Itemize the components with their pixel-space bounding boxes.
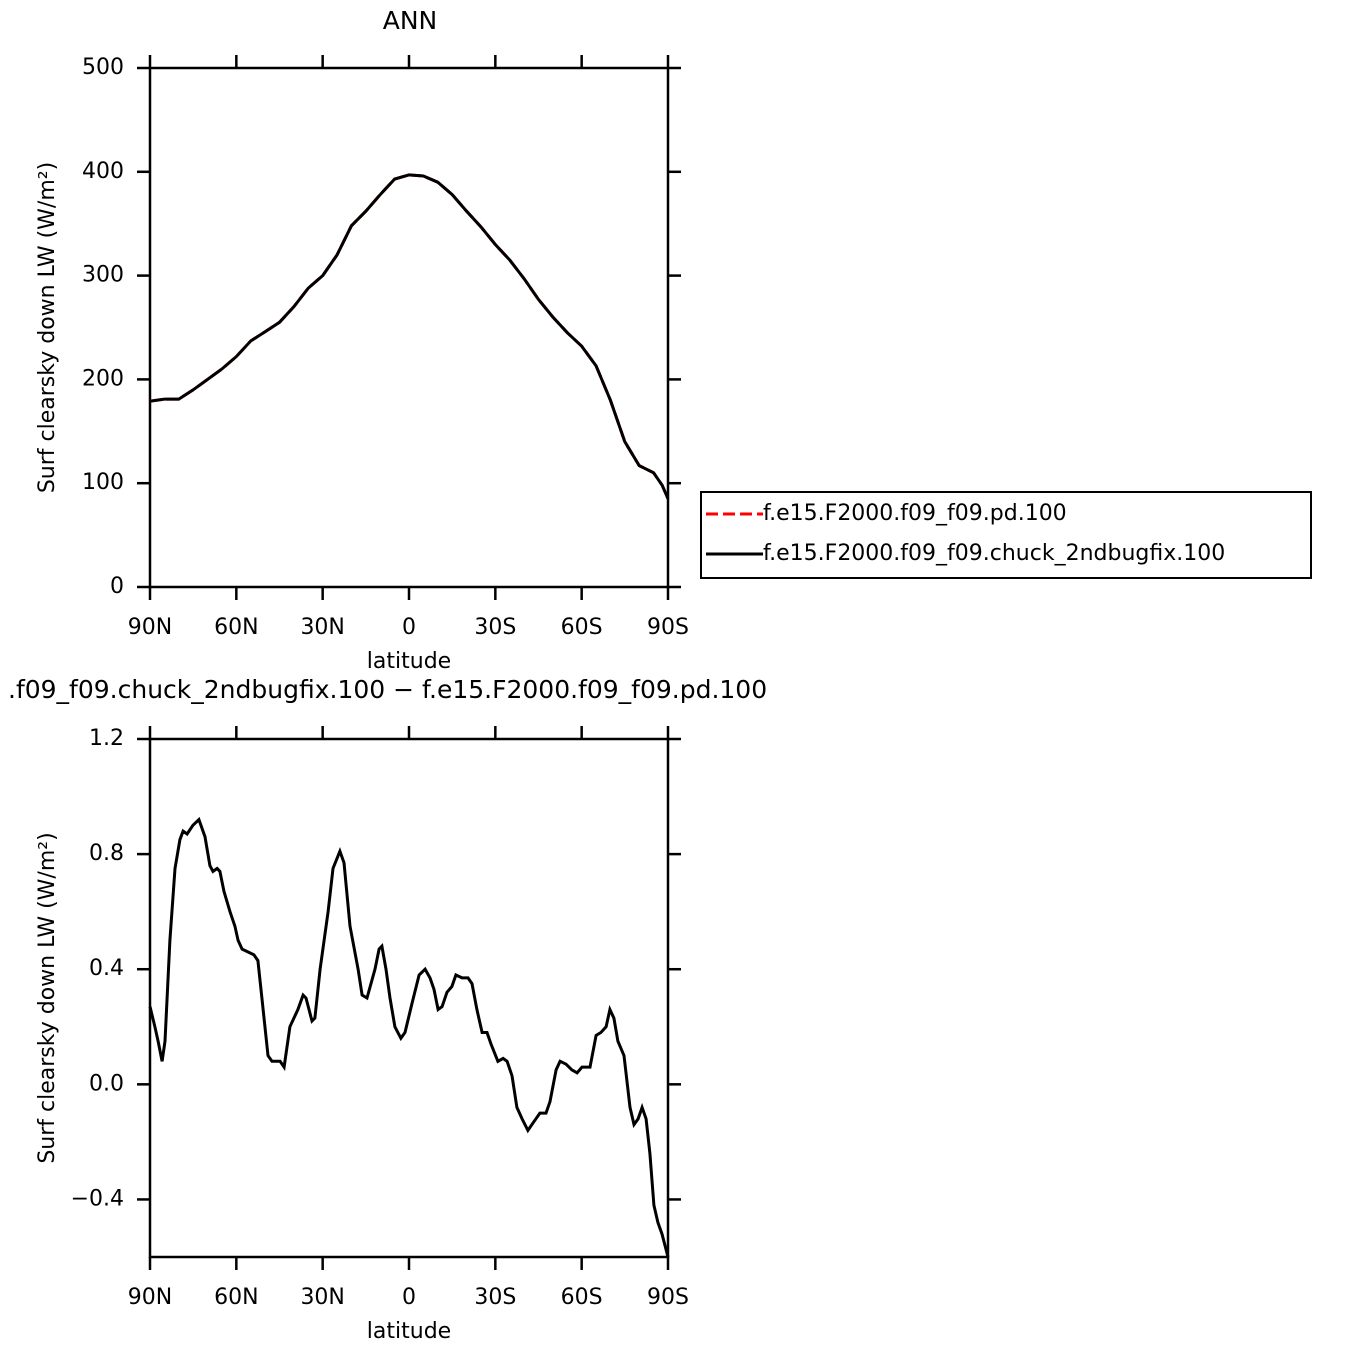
y-tick-label: 0.8	[89, 841, 124, 866]
x-tick-label: 0	[402, 615, 416, 640]
x-tick-label: 90N	[128, 615, 172, 640]
data-line	[149, 173, 670, 500]
y-tick-label: 400	[82, 159, 124, 184]
chart-title: ANN	[383, 6, 438, 35]
plot-frame	[148, 737, 670, 1259]
data-line	[149, 173, 670, 500]
y-axis-label: Surf clearsky down LW (W/m²)	[35, 832, 60, 1163]
x-tick-label: 60S	[561, 615, 603, 640]
y-tick-label: 200	[82, 366, 124, 391]
y-tick-label: 0	[110, 574, 124, 599]
y-tick-label: 1.2	[89, 726, 124, 751]
y-tick-label: −0.4	[71, 1186, 124, 1211]
plot-frame	[148, 66, 670, 589]
legend-label: f.e15.F2000.f09_f09.pd.100	[763, 501, 1067, 526]
x-tick-label: 0	[402, 1285, 416, 1310]
y-axis-label: Surf clearsky down LW (W/m²)	[35, 162, 60, 493]
legend-label: f.e15.F2000.f09_f09.chuck_2ndbugfix.100	[763, 541, 1225, 566]
chart-title: .f09_f09.chuck_2ndbugfix.100 − f.e15.F20…	[8, 675, 767, 704]
x-tick-label: 60N	[214, 615, 258, 640]
x-axis-label: latitude	[367, 1319, 451, 1344]
y-tick-label: 100	[82, 470, 124, 495]
y-tick-label: 300	[82, 263, 124, 288]
x-tick-label: 90N	[128, 1285, 172, 1310]
x-tick-label: 60N	[214, 1285, 258, 1310]
y-tick-label: 0.0	[89, 1071, 124, 1096]
x-tick-label: 90S	[647, 1285, 689, 1310]
x-tick-label: 30S	[474, 1285, 516, 1310]
legend-box	[700, 491, 1312, 579]
x-tick-label: 90S	[647, 615, 689, 640]
x-tick-label: 30N	[300, 1285, 344, 1310]
x-tick-label: 60S	[561, 1285, 603, 1310]
x-tick-label: 30S	[474, 615, 516, 640]
y-tick-label: 500	[82, 55, 124, 80]
x-axis-label: latitude	[367, 649, 451, 674]
data-line	[148, 816, 670, 1258]
x-tick-label: 30N	[300, 615, 344, 640]
y-tick-label: 0.4	[89, 956, 124, 981]
